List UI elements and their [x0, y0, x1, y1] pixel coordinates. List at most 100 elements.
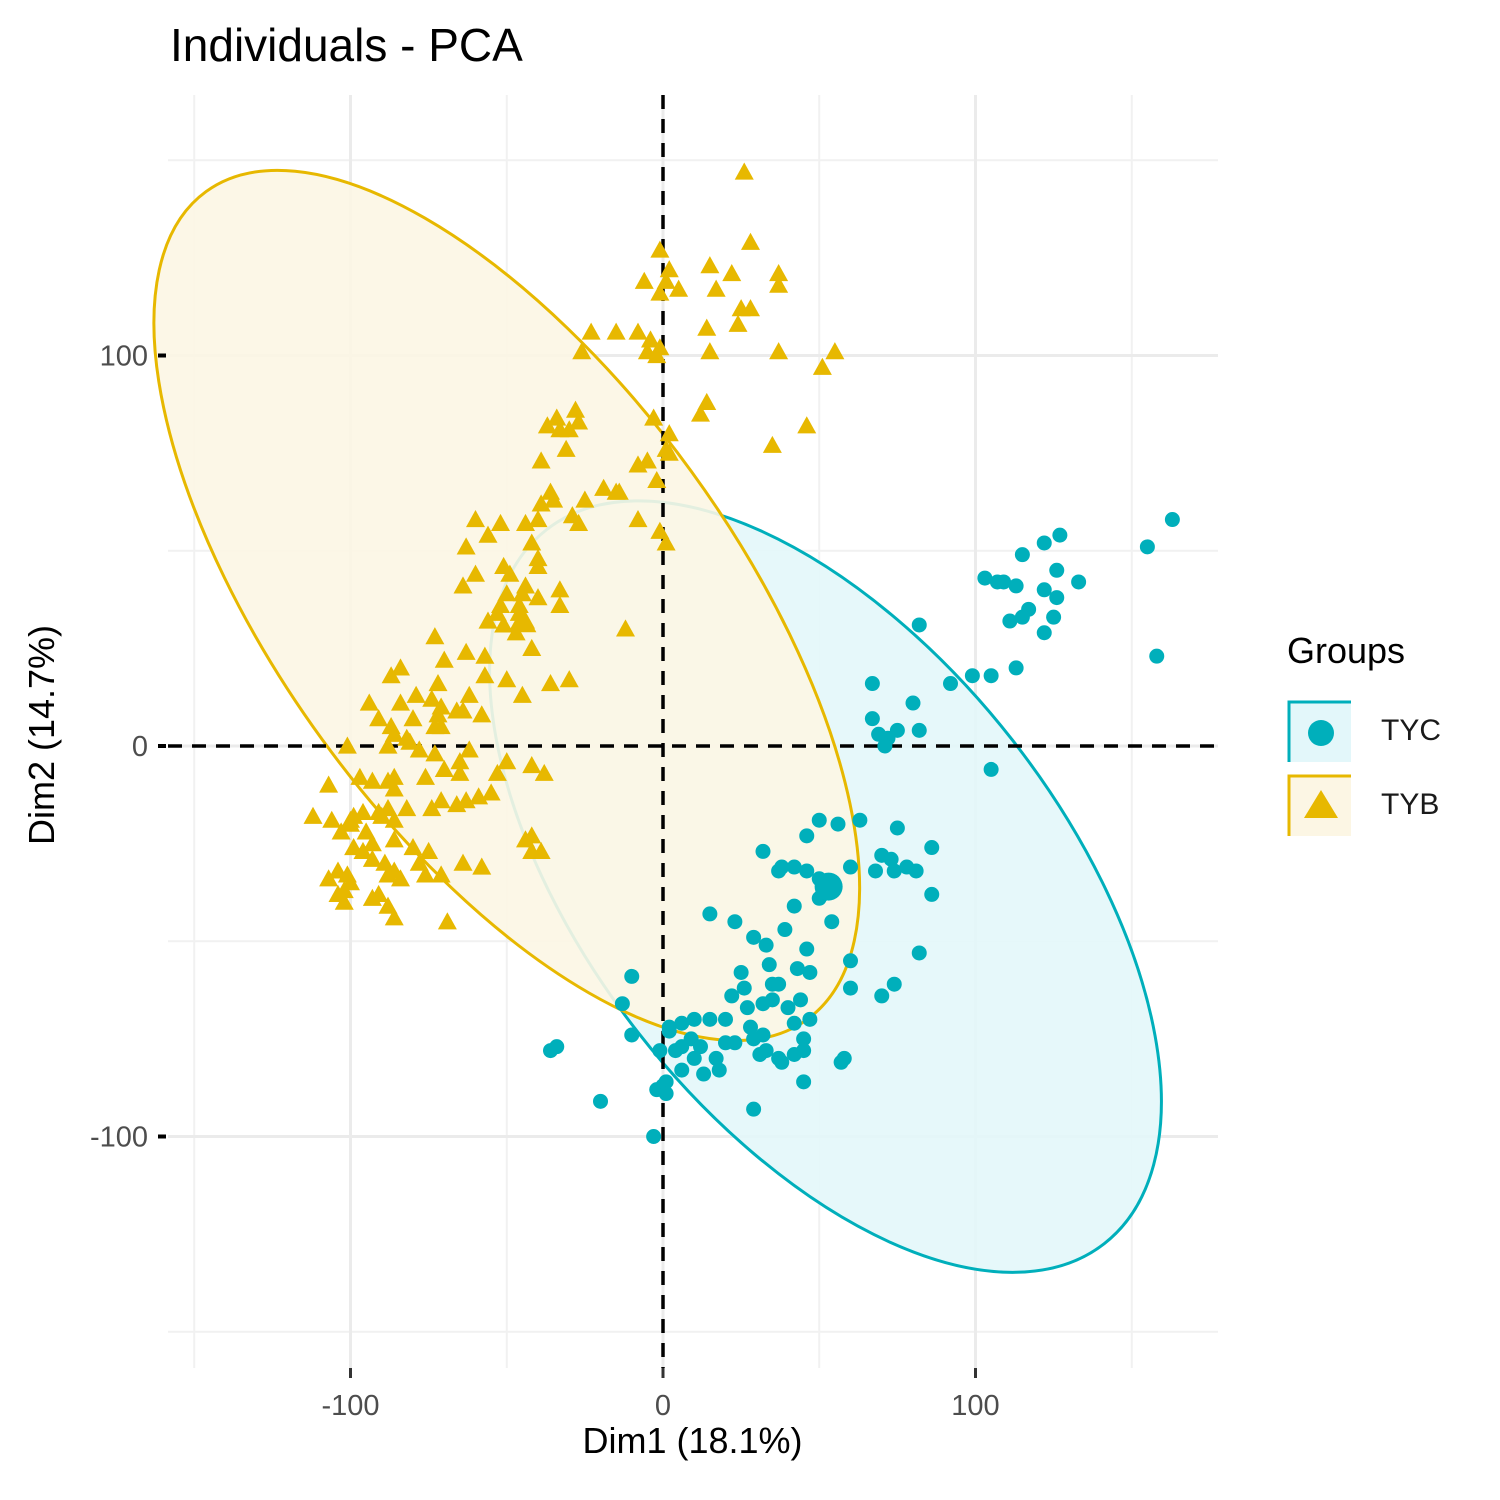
data-point-tyb [562, 506, 582, 524]
data-point-tyb [700, 256, 720, 274]
data-point-tyc [977, 570, 993, 586]
data-point-tyc [852, 812, 868, 828]
data-point-tyc [755, 843, 771, 859]
x-tick-label: 100 [951, 1390, 999, 1422]
data-point-tyb [475, 646, 495, 664]
data-point-tyb [381, 666, 401, 684]
data-point-tyb [575, 490, 595, 508]
data-point-tyc [1002, 613, 1018, 629]
y-tick-label: 100 [100, 341, 148, 373]
data-point-tyc [777, 922, 793, 938]
data-point-tyb [728, 314, 748, 332]
data-point-tyb [537, 416, 557, 434]
data-point-tyc [1071, 574, 1087, 590]
data-point-tyb [569, 412, 589, 430]
data-point-tyc [843, 859, 858, 875]
data-point-tyb [378, 736, 398, 754]
data-point-tyc [868, 863, 883, 879]
data-point-tyc [674, 1062, 690, 1078]
data-point-tyc [793, 992, 808, 1008]
data-point-tyb [566, 400, 585, 418]
data-point-tyb [469, 787, 489, 805]
legend: Groups TYC TYB [1287, 630, 1441, 842]
data-point-tyb [456, 642, 476, 660]
data-point-tyb [487, 763, 507, 781]
x-tick-label: 0 [655, 1390, 671, 1422]
data-point-tyb [641, 330, 660, 348]
data-point-tyb [700, 342, 720, 360]
data-point-tyb [472, 857, 492, 875]
data-point-tyb [825, 342, 845, 360]
data-point-tyb [400, 732, 420, 750]
data-point-tyb [741, 299, 760, 317]
data-point-tyb [434, 650, 454, 668]
data-point-tyb [541, 674, 560, 692]
data-point-tyc [711, 1062, 727, 1078]
data-point-tyc [1049, 562, 1065, 578]
data-point-tyb [572, 342, 592, 360]
data-point-tyc [874, 988, 890, 1004]
data-point-tyb [550, 580, 570, 598]
data-point-tyc [674, 1015, 690, 1031]
data-point-tyb [606, 322, 626, 340]
data-point-tyb [741, 232, 760, 250]
data-point-tyc [996, 574, 1012, 590]
data-point-tyb [581, 322, 601, 340]
data-point-tyb [459, 685, 479, 703]
data-point-tyc [668, 1043, 683, 1059]
data-point-tyc [886, 863, 902, 879]
data-point-tyc [983, 668, 999, 684]
data-point-tyc [983, 761, 999, 777]
data-point-tyb [437, 912, 457, 930]
data-point-tyb [397, 798, 417, 817]
data-point-tyc [802, 1011, 818, 1027]
data-point-tyc [786, 898, 802, 914]
legend-item-tyb: TYB [1287, 768, 1441, 842]
data-point-tyb [512, 584, 532, 602]
data-point-tyb [422, 798, 442, 817]
data-point-tyc [727, 914, 743, 930]
legend-title: Groups [1287, 630, 1406, 671]
data-point-tyb [453, 576, 473, 594]
data-point-tyc [743, 1019, 758, 1035]
data-point-tyc [708, 1050, 724, 1066]
data-point-tyc [799, 941, 815, 957]
data-point-tyc [755, 996, 771, 1012]
data-point-tyc [1139, 539, 1155, 555]
data-point-tyc [752, 1046, 768, 1062]
data-point-tyb [431, 791, 451, 809]
centroid-tyb [508, 607, 537, 633]
data-point-tyb [609, 482, 629, 500]
data-point-tyb [491, 513, 510, 532]
data-point-tyc [1036, 535, 1052, 551]
data-point-tyb [384, 810, 404, 828]
data-point-tyb [797, 416, 817, 434]
data-point-tyb [375, 853, 395, 871]
data-point-tyb [391, 658, 410, 676]
data-point-tyb [531, 494, 551, 512]
data-point-tyb [769, 275, 789, 293]
data-point-tyb [391, 869, 410, 887]
data-point-tyb [706, 279, 726, 297]
data-point-tyb [528, 549, 548, 567]
data-point-tyb [450, 763, 470, 781]
data-point-tyb [378, 865, 398, 883]
data-point-tyb [691, 404, 710, 422]
data-point-tyc [624, 968, 640, 984]
legend-key-circle-icon [1287, 700, 1351, 762]
data-point-tyc [799, 863, 815, 879]
legend-key-triangle-icon [1287, 774, 1351, 836]
data-point-tyb [497, 584, 517, 602]
data-point-tyb [409, 853, 429, 871]
data-point-tyc [1008, 660, 1024, 676]
data-point-tyb [497, 752, 517, 770]
data-point-tyb [384, 724, 404, 742]
data-point-tyb [409, 740, 429, 758]
data-point-tyb [456, 537, 476, 555]
data-point-tyb [559, 670, 579, 688]
data-point-tyb [516, 830, 535, 848]
data-point-tyb [644, 408, 664, 426]
data-point-tyc [761, 957, 777, 973]
data-point-tyb [556, 439, 576, 457]
data-point-tyb [534, 763, 554, 781]
